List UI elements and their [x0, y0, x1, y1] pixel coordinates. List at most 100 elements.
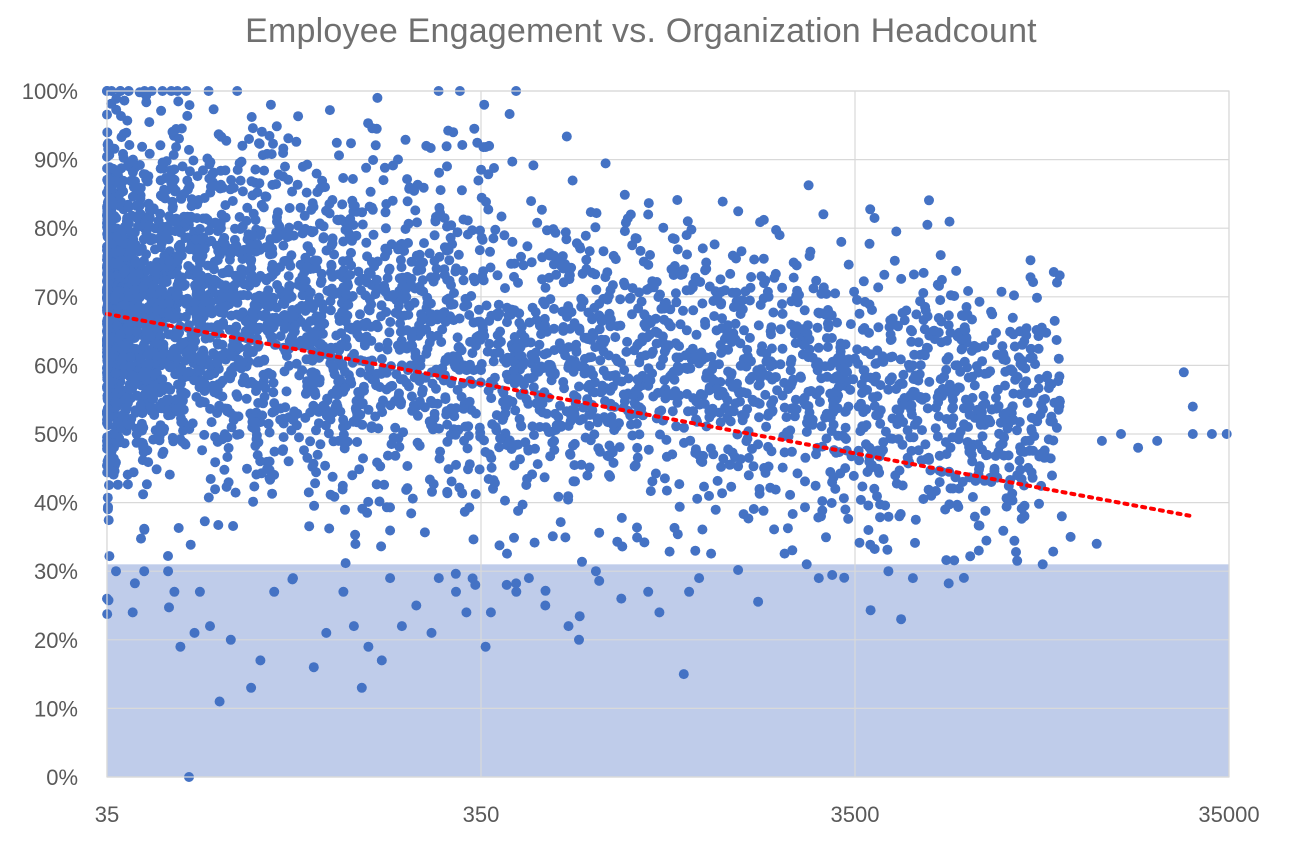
data-point [973, 545, 984, 556]
data-point [539, 349, 550, 360]
data-point [316, 268, 327, 279]
data-point [450, 429, 461, 440]
data-point [464, 459, 475, 470]
data-point [483, 204, 494, 215]
data-point [220, 280, 231, 291]
data-point [217, 292, 228, 303]
data-point [358, 273, 368, 284]
data-point [278, 432, 289, 443]
data-point [250, 424, 261, 435]
data-point [1053, 353, 1064, 364]
data-point [1065, 531, 1076, 542]
data-point [735, 338, 746, 349]
data-point [184, 144, 194, 155]
data-point [1025, 353, 1036, 364]
data-point [311, 168, 322, 179]
low-engagement-band [107, 564, 1229, 777]
data-point [529, 537, 540, 548]
data-point [339, 443, 350, 454]
data-point [758, 293, 769, 304]
data-point [331, 137, 342, 148]
data-point [830, 483, 841, 494]
data-point [442, 419, 453, 430]
data-point [451, 459, 461, 470]
data-point [346, 247, 356, 258]
data-point [176, 192, 186, 203]
data-point [902, 452, 913, 463]
data-point [110, 397, 121, 408]
data-point [741, 436, 752, 447]
data-point [1206, 429, 1217, 439]
data-point [402, 174, 413, 185]
data-point [526, 196, 537, 207]
data-point [800, 502, 810, 513]
data-point [335, 374, 345, 385]
data-point [303, 487, 314, 498]
data-point [777, 282, 788, 293]
data-point [563, 491, 574, 502]
data-point [204, 304, 215, 315]
data-point [540, 600, 551, 611]
data-point [251, 274, 262, 285]
data-point [933, 411, 944, 422]
data-point [448, 299, 459, 310]
data-point [973, 520, 984, 531]
data-point [705, 443, 716, 454]
data-point [869, 213, 880, 223]
data-point [1007, 312, 1018, 323]
data-point [738, 509, 749, 520]
data-point [381, 367, 392, 378]
data-point [424, 474, 435, 485]
data-point [1178, 367, 1189, 378]
data-point [318, 400, 329, 411]
data-point [135, 208, 145, 219]
data-point [144, 220, 155, 231]
data-point [1012, 470, 1023, 481]
data-point [244, 134, 254, 144]
data-point [163, 329, 174, 340]
data-point [754, 412, 764, 423]
data-point [594, 575, 605, 586]
data-point [648, 282, 659, 293]
data-point [745, 282, 756, 293]
data-point [664, 320, 675, 331]
data-point [1034, 498, 1044, 509]
y-tick-label: 50% [34, 422, 78, 447]
data-point [307, 337, 318, 348]
data-point [480, 447, 491, 457]
data-point [383, 291, 394, 302]
data-point [737, 304, 748, 315]
data-point [917, 425, 927, 436]
data-point [247, 306, 258, 317]
data-point [212, 357, 223, 368]
data-point [1010, 374, 1021, 385]
data-point [607, 419, 618, 430]
data-point [193, 195, 204, 205]
data-point [863, 500, 874, 511]
data-point [489, 372, 500, 383]
data-point [128, 467, 139, 478]
data-point [895, 354, 906, 365]
data-point [571, 238, 582, 249]
data-point [429, 230, 440, 241]
data-point [241, 393, 252, 404]
data-point [154, 400, 165, 411]
data-point [104, 183, 115, 194]
data-point [118, 148, 128, 159]
data-point [179, 438, 190, 449]
data-point [403, 238, 413, 248]
data-point [859, 372, 870, 383]
data-point [200, 296, 211, 307]
data-point [333, 269, 344, 280]
data-point [828, 407, 839, 418]
data-point [102, 391, 113, 402]
data-point [357, 419, 368, 430]
data-point [770, 484, 781, 495]
data-point [487, 419, 498, 430]
data-point [293, 220, 304, 231]
data-point [854, 308, 865, 319]
data-point [918, 288, 929, 298]
data-point [901, 305, 912, 316]
data-point [832, 317, 842, 328]
data-point [852, 294, 862, 305]
